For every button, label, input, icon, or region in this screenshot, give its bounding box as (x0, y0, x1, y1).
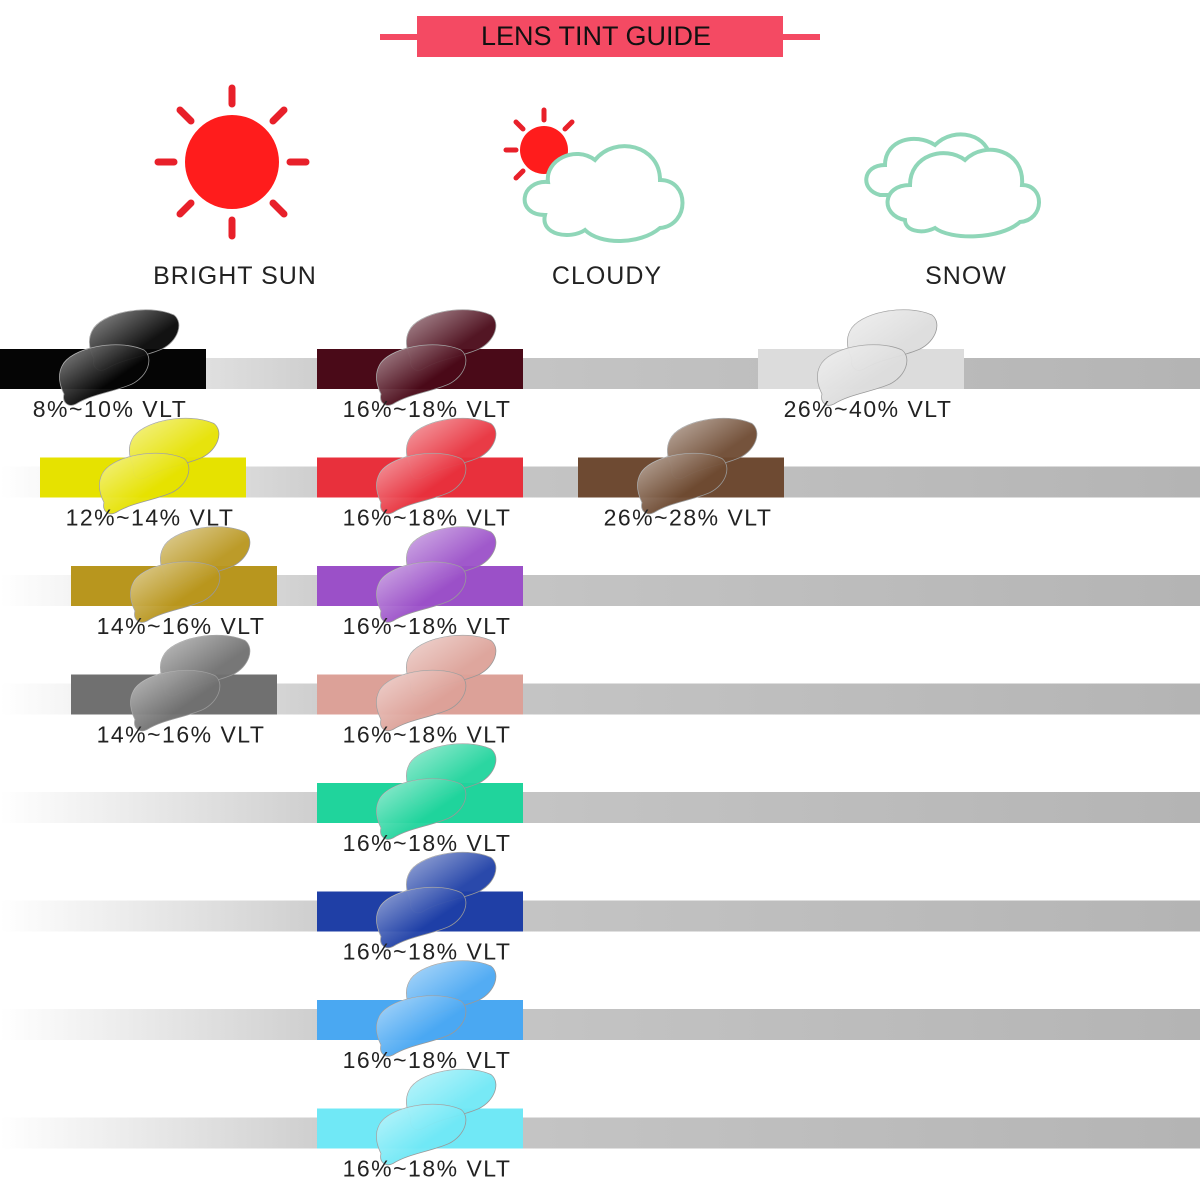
lens-gloss (376, 995, 466, 1057)
lens-gloss (376, 670, 466, 731)
vlt-label: 16%~18% VLT (343, 1156, 512, 1182)
cloudy-icon (503, 107, 685, 243)
banner (417, 16, 783, 57)
vlt-label: 14%~16% VLT (97, 722, 266, 748)
vlt-label: 16%~18% VLT (343, 830, 512, 856)
vlt-label: 14%~16% VLT (97, 613, 266, 639)
lens-item: 26%~40% VLT (758, 309, 964, 422)
lens-item: 16%~18% VLT (317, 743, 523, 856)
lens-gloss (59, 344, 149, 406)
lens-gloss (376, 887, 466, 948)
lens-item: 14%~16% VLT (71, 634, 277, 748)
lens-item: 16%~18% VLT (317, 960, 523, 1073)
lens-gloss (376, 1104, 466, 1165)
lens-gloss (99, 453, 189, 514)
title: LENS TINT GUIDE (481, 21, 711, 51)
row-band (0, 900, 1200, 932)
vlt-label: 16%~18% VLT (343, 1047, 512, 1073)
lens-item: 16%~18% VLT (317, 417, 523, 531)
vlt-label: 16%~18% VLT (343, 396, 512, 422)
vlt-label: 16%~18% VLT (343, 613, 512, 639)
vlt-label: 26%~28% VLT (604, 505, 773, 531)
vlt-label: 12%~14% VLT (66, 505, 235, 531)
lens-item: 16%~18% VLT (317, 309, 523, 422)
row-band (0, 792, 1200, 823)
lens-gloss (376, 453, 466, 514)
snow-icon (864, 132, 1041, 239)
lens-item: 26%~28% VLT (578, 417, 784, 531)
lens-gloss (637, 453, 727, 514)
lens-item: 16%~18% VLT (317, 526, 523, 639)
sun-icon (154, 84, 310, 240)
row-band (0, 1117, 1200, 1149)
lens-item: 16%~18% VLT (317, 851, 523, 965)
lens-item: 8%~10% VLT (0, 309, 206, 422)
lens-item: 14%~16% VLT (71, 526, 277, 639)
row-band (0, 1009, 1200, 1040)
lens-gloss (130, 670, 220, 731)
lens-gloss (376, 561, 466, 623)
lens-item: 16%~18% VLT (317, 634, 523, 748)
lens-gloss (817, 344, 907, 406)
condition-label: BRIGHT SUN (153, 262, 317, 290)
lens-item: 16%~18% VLT (317, 1068, 523, 1182)
vlt-label: 26%~40% VLT (784, 396, 953, 422)
lens-gloss (376, 344, 466, 406)
condition-label: SNOW (925, 262, 1007, 290)
vlt-label: 16%~18% VLT (343, 505, 512, 531)
vlt-label: 16%~18% VLT (343, 722, 512, 748)
lens-item: 12%~14% VLT (40, 417, 246, 531)
lens-gloss (130, 561, 220, 623)
vlt-label: 16%~18% VLT (343, 939, 512, 965)
condition-label: CLOUDY (552, 262, 662, 290)
vlt-label: 8%~10% VLT (33, 396, 188, 422)
lens-gloss (376, 778, 466, 840)
